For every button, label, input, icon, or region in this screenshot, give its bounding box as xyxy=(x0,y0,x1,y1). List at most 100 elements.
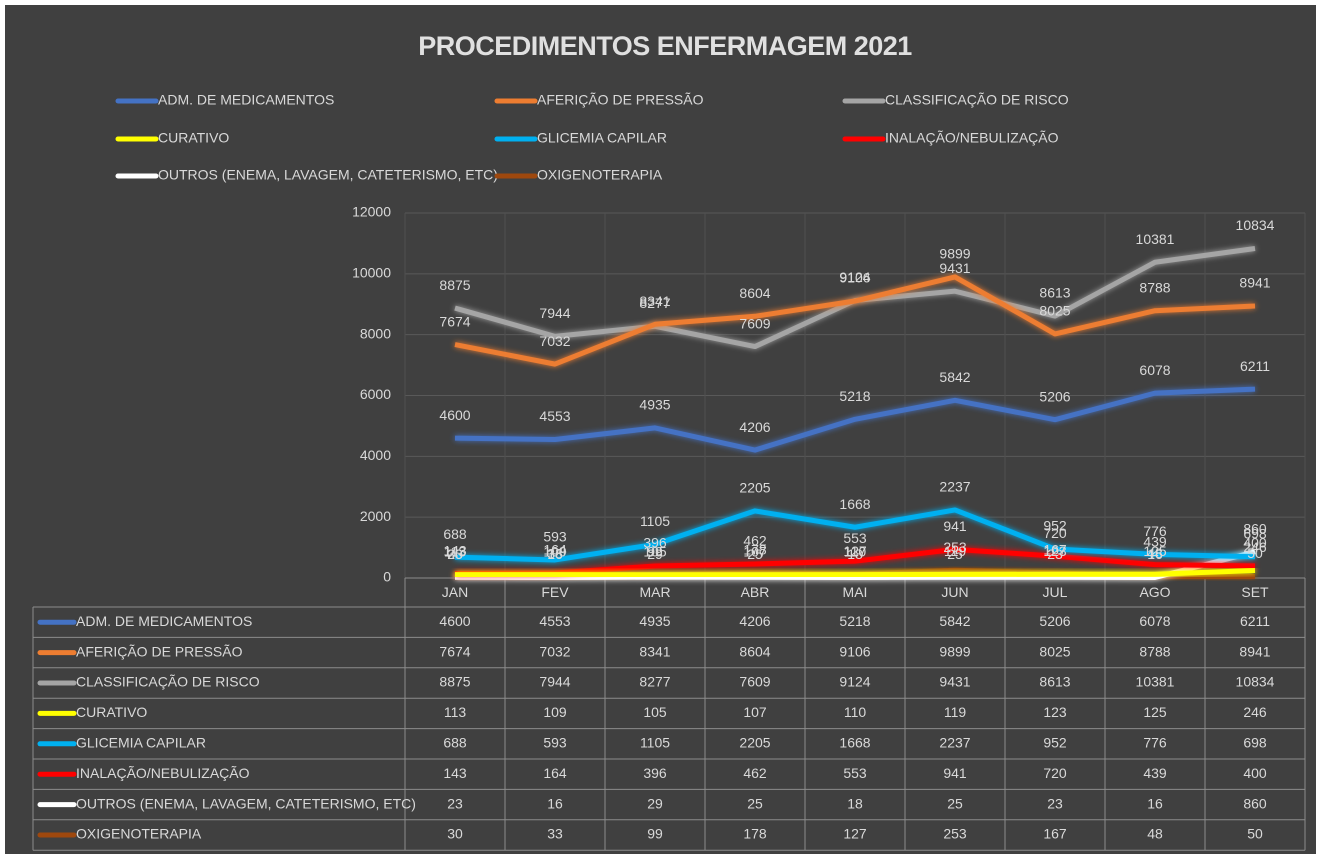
table-cell: 143 xyxy=(443,765,467,781)
data-label: 593 xyxy=(543,529,567,545)
table-cell: 246 xyxy=(1243,704,1267,720)
table-cell: 4553 xyxy=(539,613,570,629)
data-label: 720 xyxy=(1043,525,1067,541)
legend-label: AFERIÇÃO DE PRESSÃO xyxy=(537,92,704,108)
legend-label: OXIGENOTERAPIA xyxy=(537,167,663,183)
data-label: 7674 xyxy=(439,313,470,329)
table-cell: 9899 xyxy=(939,643,970,659)
data-label: 33 xyxy=(547,546,563,562)
y-tick-label: 8000 xyxy=(360,325,391,341)
data-label: 7032 xyxy=(539,333,570,349)
table-cell: 6211 xyxy=(1240,613,1270,629)
legend-label: ADM. DE MEDICAMENTOS xyxy=(158,92,334,108)
data-label: 48 xyxy=(1147,545,1163,561)
y-tick-label: 0 xyxy=(383,569,391,585)
table-cell: 952 xyxy=(1043,735,1067,751)
data-label: 123 xyxy=(1043,543,1067,559)
data-label: 439 xyxy=(1143,533,1167,549)
table-cell: 8025 xyxy=(1039,643,1070,659)
data-label: 143 xyxy=(443,542,467,558)
data-label: 125 xyxy=(1143,543,1167,559)
data-label: 4935 xyxy=(639,397,670,413)
table-cell: 396 xyxy=(643,765,667,781)
y-tick-label: 4000 xyxy=(360,447,391,463)
table-cell: 400 xyxy=(1243,765,1267,781)
series-line xyxy=(454,549,1256,581)
table-row-label: INALAÇÃO/NEBULIZAÇÃO xyxy=(76,765,250,781)
data-label: 8341 xyxy=(639,293,670,309)
data-label: 462 xyxy=(743,533,767,549)
table-cell: 1105 xyxy=(640,735,670,751)
table-cell: 25 xyxy=(747,795,763,811)
table-row-label: AFERIÇÃO DE PRESSÃO xyxy=(76,643,243,659)
table-cell: 105 xyxy=(643,704,667,720)
table-cell: 10834 xyxy=(1236,674,1275,690)
table-cell: 50 xyxy=(1247,826,1263,842)
table-cell: 688 xyxy=(443,735,467,751)
data-label: 952 xyxy=(1043,518,1067,534)
data-label: 25 xyxy=(947,546,963,562)
table-cell: 125 xyxy=(1143,704,1167,720)
data-label: 8875 xyxy=(439,277,470,293)
data-label: 50 xyxy=(1247,545,1263,561)
legend-label: OUTROS (ENEMA, LAVAGEM, CATETERISMO, ETC… xyxy=(158,167,498,183)
data-label: 396 xyxy=(643,535,667,551)
x-tick-label: SET xyxy=(1241,584,1269,600)
table-cell: 5206 xyxy=(1039,613,1070,629)
data-label: 119 xyxy=(944,543,967,559)
data-label: 7944 xyxy=(539,305,570,321)
data-label: 688 xyxy=(443,526,467,542)
data-label: 860 xyxy=(1243,521,1267,537)
series-line xyxy=(454,546,1256,577)
data-label: 7609 xyxy=(739,315,770,331)
table-cell: 8604 xyxy=(739,643,770,659)
plot-lines xyxy=(454,245,1256,581)
data-label: 18 xyxy=(847,546,863,562)
x-tick-label: MAI xyxy=(843,584,868,600)
table-cell: 593 xyxy=(543,735,567,751)
data-label: 698 xyxy=(1243,525,1267,541)
table-cell: 8613 xyxy=(1039,674,1070,690)
data-label: 8788 xyxy=(1139,279,1170,295)
y-tick-label: 2000 xyxy=(360,508,391,524)
table-cell: 167 xyxy=(1043,826,1067,842)
table-cell: 4206 xyxy=(739,613,770,629)
series-line xyxy=(454,386,1256,453)
table-row-label: GLICEMIA CAPILAR xyxy=(76,735,206,751)
table-cell: 113 xyxy=(444,704,467,720)
data-label: 8941 xyxy=(1239,275,1270,291)
data-label: 4206 xyxy=(739,419,770,435)
data-label: 10834 xyxy=(1236,217,1275,233)
data-label: 1105 xyxy=(640,513,670,529)
legend-label: GLICEMIA CAPILAR xyxy=(537,130,667,146)
table-cell: 553 xyxy=(843,765,867,781)
table-cell: 18 xyxy=(847,795,863,811)
data-label: 16 xyxy=(1147,546,1163,562)
y-tick-label: 10000 xyxy=(352,265,391,281)
data-label: 400 xyxy=(1243,535,1267,551)
table-cell: 439 xyxy=(1143,765,1167,781)
data-label: 2205 xyxy=(739,480,770,496)
table-cell: 698 xyxy=(1243,735,1267,751)
data-label: 16 xyxy=(547,546,563,562)
table-row-label: OUTROS (ENEMA, LAVAGEM, CATETERISMO, ETC… xyxy=(76,795,416,811)
table-cell: 107 xyxy=(743,704,767,720)
data-label: 109 xyxy=(543,543,567,559)
data-label: 29 xyxy=(647,546,663,562)
data-label: 23 xyxy=(447,546,463,562)
y-tick-label: 6000 xyxy=(360,386,391,402)
table-cell: 9431 xyxy=(939,674,970,690)
data-label: 30 xyxy=(447,546,463,562)
data-label: 178 xyxy=(743,541,767,557)
data-label: 164 xyxy=(543,542,567,558)
table-cell: 5218 xyxy=(839,613,870,629)
x-tick-label: JAN xyxy=(442,584,468,600)
data-label: 107 xyxy=(743,543,767,559)
data-label: 23 xyxy=(1047,546,1063,562)
data-label: 776 xyxy=(1143,523,1167,539)
data-label: 167 xyxy=(1043,542,1067,558)
table-cell: 119 xyxy=(944,704,967,720)
table-cell: 99 xyxy=(647,826,663,842)
table-cell: 48 xyxy=(1147,826,1163,842)
table-cell: 178 xyxy=(743,826,767,842)
